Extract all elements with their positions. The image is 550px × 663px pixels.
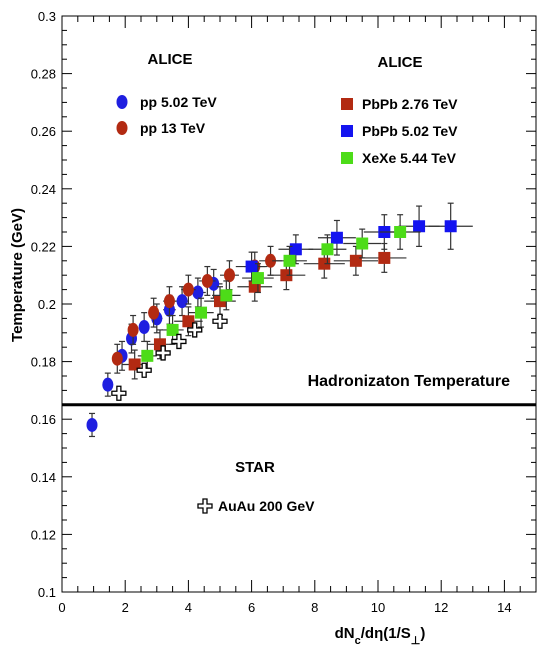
data-points-layer xyxy=(86,202,473,438)
series-pp-5-02-tev xyxy=(86,268,223,438)
data-point xyxy=(251,272,264,285)
data-point xyxy=(201,273,213,288)
data-point xyxy=(148,305,160,320)
y-tick-label: 0.22 xyxy=(31,239,56,254)
legend-layer: ALICE pp 5.02 TeV pp 13 TeV ALICE PbPb 2.76 … xyxy=(116,51,458,514)
data-point xyxy=(289,243,302,256)
data-point xyxy=(378,251,391,264)
y-tick-label: 0.18 xyxy=(31,355,56,370)
x-tick-label: 8 xyxy=(311,600,318,615)
legend-header: STAR xyxy=(235,459,275,476)
data-point xyxy=(195,306,208,319)
hadronization-label: Hadronizaton Temperature xyxy=(308,373,511,390)
data-point xyxy=(283,254,296,267)
legend-label: pp 13 TeV xyxy=(140,120,206,136)
series-pp-13-tev xyxy=(111,245,282,374)
data-point xyxy=(136,362,152,378)
y-tick-label: 0.2 xyxy=(38,297,56,312)
data-point xyxy=(413,220,426,233)
data-point xyxy=(141,349,154,362)
data-point xyxy=(111,385,127,401)
data-point xyxy=(171,333,187,350)
legend-header: ALICE xyxy=(378,54,423,71)
data-point xyxy=(330,231,343,244)
data-point xyxy=(356,237,369,250)
data-point xyxy=(155,345,171,361)
legend-label: pp 5.02 TeV xyxy=(140,94,217,110)
legend-marker xyxy=(341,98,353,110)
legend-label: AuAu 200 GeV xyxy=(218,498,315,514)
legend-label: XeXe 5.44 TeV xyxy=(362,150,457,166)
data-point xyxy=(138,320,150,335)
data-point xyxy=(394,226,407,238)
legend-marker xyxy=(341,125,353,137)
axes-layer: 0.120.140.160.180.20.220.240.260.280.30.… xyxy=(31,9,537,615)
y-tick-label: 0.14 xyxy=(31,470,56,485)
data-point xyxy=(182,282,194,297)
y-axis-title: Temperature (GeV) xyxy=(9,208,26,342)
data-point xyxy=(321,243,334,256)
data-point xyxy=(176,294,188,309)
series-pbpb-5-02-tev xyxy=(235,202,473,282)
y-tick-label: 0.16 xyxy=(31,412,56,427)
legend-marker xyxy=(116,95,128,109)
data-point xyxy=(102,377,114,392)
data-point xyxy=(220,289,233,302)
series-auau-200-gev xyxy=(111,313,228,401)
y-tick-label: 0.1 xyxy=(38,585,56,600)
data-point xyxy=(245,260,258,273)
x-axis-title-part: c xyxy=(355,635,361,647)
data-point xyxy=(444,220,457,233)
legend-marker xyxy=(197,498,213,514)
y-tick-label: 0.12 xyxy=(31,527,56,542)
legend-label: PbPb 5.02 TeV xyxy=(362,123,458,139)
legend-marker xyxy=(116,121,128,135)
data-point xyxy=(349,254,362,267)
x-axis-title-part: ) xyxy=(420,625,425,642)
x-tick-label: 4 xyxy=(185,600,192,615)
data-point xyxy=(127,322,139,337)
data-point xyxy=(182,315,195,328)
series-xexe-5-44-tev xyxy=(137,214,421,371)
data-point xyxy=(192,285,204,300)
data-point xyxy=(187,322,203,338)
x-tick-label: 0 xyxy=(58,600,65,615)
x-axis-title: dNc/dη(1/S⊥) xyxy=(335,625,426,647)
y-tick-label: 0.28 xyxy=(31,67,56,82)
data-point xyxy=(111,351,123,366)
x-tick-label: 6 xyxy=(248,600,255,615)
x-tick-label: 2 xyxy=(122,600,129,615)
data-point xyxy=(223,268,235,283)
y-tick-label: 0.26 xyxy=(31,124,56,139)
y-tick-label: 0.24 xyxy=(31,182,56,197)
x-tick-label: 10 xyxy=(371,600,385,615)
x-tick-label: 14 xyxy=(497,600,511,615)
data-point xyxy=(128,358,141,371)
data-point xyxy=(166,323,179,336)
x-axis-title-part: dN xyxy=(335,625,355,642)
data-point xyxy=(163,294,175,309)
legend-header: ALICE xyxy=(148,51,193,68)
x-tick-label: 12 xyxy=(434,600,448,615)
legend-label: PbPb 2.76 TeV xyxy=(362,96,458,112)
data-point xyxy=(86,417,98,432)
y-tick-label: 0.3 xyxy=(38,9,56,24)
x-axis-title-part: /dη(1/S xyxy=(361,625,411,642)
data-point xyxy=(265,253,277,268)
data-point xyxy=(212,313,228,329)
x-axis-title-part: ⊥ xyxy=(411,635,421,647)
legend-marker xyxy=(341,152,353,164)
